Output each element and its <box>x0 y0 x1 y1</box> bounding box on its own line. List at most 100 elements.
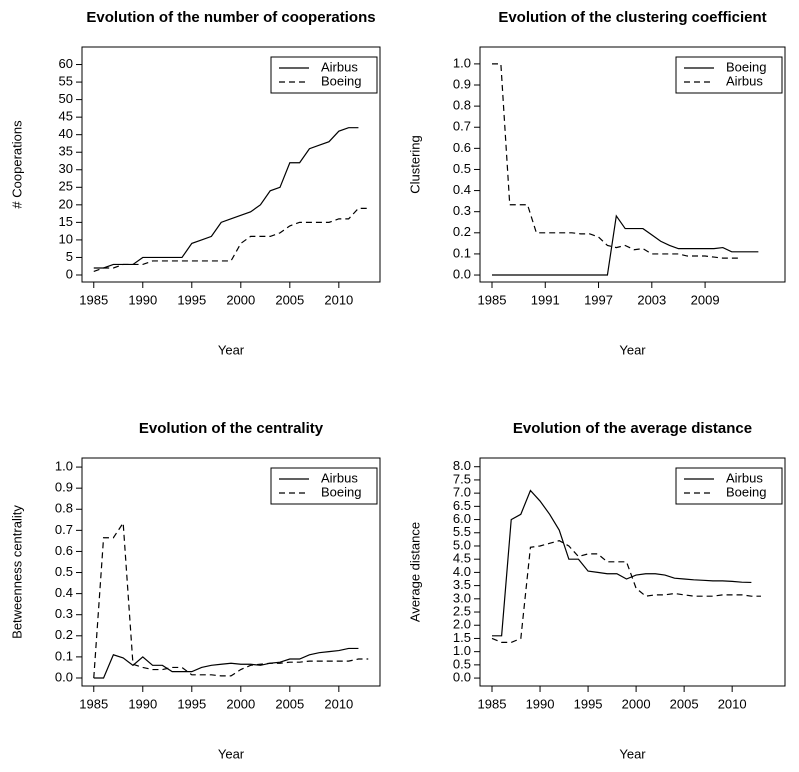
x-tick-label: 2000 <box>622 696 651 711</box>
y-tick-label: 0.0 <box>55 669 73 684</box>
y-tick-label: 0.4 <box>55 585 73 600</box>
legend-box <box>270 467 378 505</box>
series-line <box>491 540 761 644</box>
x-tick-label: 2003 <box>637 292 666 307</box>
x-axis-label: Year <box>218 342 245 357</box>
y-tick-label: 5.0 <box>453 537 471 552</box>
x-tick-label: 2000 <box>226 292 255 307</box>
plot-box <box>479 46 786 283</box>
y-tick-label: 1.0 <box>55 459 73 474</box>
y-tick-label: 6.0 <box>453 511 471 526</box>
x-tick-label: 2010 <box>718 696 747 711</box>
x-tick-label: 1995 <box>574 696 603 711</box>
plot-box <box>81 46 381 283</box>
legend-label: Boeing <box>726 59 766 74</box>
x-tick-label: 1995 <box>177 292 206 307</box>
y-tick-label: 7.5 <box>453 471 471 486</box>
y-tick-label: 35 <box>59 144 73 159</box>
y-tick-label: 0.2 <box>55 627 73 642</box>
y-tick-label: 1.0 <box>453 643 471 658</box>
legend-box <box>675 56 783 94</box>
y-tick-label: 3.0 <box>453 590 471 605</box>
y-tick-label: 0.7 <box>453 119 471 134</box>
y-tick-label: 8.0 <box>453 458 471 473</box>
y-tick-label: 6.5 <box>453 498 471 513</box>
y-tick-label: 15 <box>59 214 73 229</box>
y-tick-label: 25 <box>59 179 73 194</box>
chart-title: Evolution of the centrality <box>139 420 324 437</box>
x-tick-label: 2010 <box>324 292 353 307</box>
y-tick-label: 0.4 <box>453 182 471 197</box>
y-tick-label: 0.1 <box>55 648 73 663</box>
x-tick-label: 2010 <box>324 696 353 711</box>
legend-box <box>270 56 378 94</box>
chart-title: Evolution of the clustering coefficient <box>498 9 766 26</box>
y-tick-label: 1.5 <box>453 630 471 645</box>
legend-label: Airbus <box>321 470 358 485</box>
y-tick-label: 0.3 <box>55 606 73 621</box>
y-tick-label: 0.1 <box>453 245 471 260</box>
x-tick-label: 1985 <box>79 292 108 307</box>
y-tick-label: 0.3 <box>453 203 471 218</box>
y-tick-label: 55 <box>59 74 73 89</box>
series-line <box>93 647 359 679</box>
x-tick-label: 1985 <box>478 292 507 307</box>
y-tick-label: 5.5 <box>453 524 471 539</box>
y-tick-label: 0.6 <box>453 140 471 155</box>
y-tick-label: 0.5 <box>55 564 73 579</box>
x-axis-label: Year <box>619 746 646 761</box>
x-tick-label: 1985 <box>478 696 507 711</box>
y-tick-label: 10 <box>59 231 73 246</box>
y-tick-label: 40 <box>59 126 73 141</box>
y-axis-label: Betweenness centrality <box>9 505 24 639</box>
y-tick-label: 60 <box>59 56 73 71</box>
x-axis-label: Year <box>619 342 646 357</box>
y-tick-label: 0.7 <box>55 522 73 537</box>
x-tick-label: 2005 <box>670 696 699 711</box>
x-tick-label: 2005 <box>275 292 304 307</box>
y-tick-label: 7.0 <box>453 485 471 500</box>
y-tick-label: 4.0 <box>453 564 471 579</box>
y-tick-label: 45 <box>59 109 73 124</box>
series-line <box>491 214 759 276</box>
series-line <box>93 207 369 273</box>
series-line <box>492 489 752 637</box>
y-axis-label: Clustering <box>407 135 422 194</box>
x-tick-label: 1997 <box>584 292 613 307</box>
chart-title: Evolution of the number of cooperations <box>86 9 375 26</box>
x-tick-label: 1995 <box>177 696 206 711</box>
x-tick-label: 1990 <box>526 696 555 711</box>
legend-label: Airbus <box>321 59 358 74</box>
y-tick-label: 4.5 <box>453 551 471 566</box>
y-tick-label: 2.0 <box>453 617 471 632</box>
series-line <box>491 63 741 259</box>
y-tick-label: 30 <box>59 161 73 176</box>
legend-box <box>675 467 783 505</box>
legend-label: Boeing <box>321 73 361 88</box>
series-line <box>93 127 359 269</box>
y-tick-label: 0.9 <box>453 76 471 91</box>
x-tick-label: 2000 <box>226 696 255 711</box>
legend-label: Airbus <box>726 73 763 88</box>
y-tick-label: 50 <box>59 91 73 106</box>
y-tick-label: 0.6 <box>55 543 73 558</box>
x-tick-label: 1985 <box>79 696 108 711</box>
y-tick-label: 1.0 <box>453 55 471 70</box>
chart-title: Evolution of the average distance <box>513 420 752 437</box>
y-tick-label: 20 <box>59 196 73 211</box>
y-tick-label: 2.5 <box>453 603 471 618</box>
legend-label: Boeing <box>321 484 361 499</box>
x-tick-label: 1990 <box>128 696 157 711</box>
y-axis-label: Average distance <box>407 522 422 622</box>
plot-box <box>81 457 381 687</box>
x-tick-label: 1990 <box>128 292 157 307</box>
y-tick-label: 0.2 <box>453 224 471 239</box>
series-line <box>93 521 369 679</box>
y-axis-label: # Cooperations <box>9 120 24 209</box>
x-tick-label: 1991 <box>531 292 560 307</box>
y-tick-label: 0.5 <box>453 161 471 176</box>
x-axis-label: Year <box>218 746 245 761</box>
y-tick-label: 0.8 <box>453 98 471 113</box>
